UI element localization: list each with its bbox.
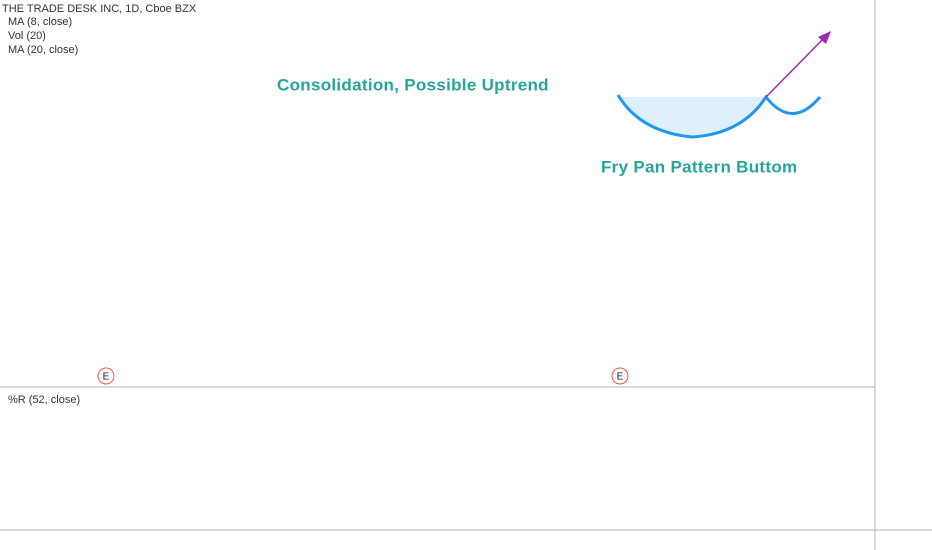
earnings-marker[interactable] [97,367,115,385]
annotation: Consolidation, Possible Uptrend [277,75,549,94]
legend-entry: MA (8, close) [8,16,72,28]
legend-entry: Vol (20) [8,30,46,42]
forecast-arrow [765,35,827,98]
arrow-head [818,31,831,44]
legend-entry: MA (20, close) [8,44,78,56]
annotation: Fry Pan Pattern Buttom [601,157,797,176]
pan-curve [616,94,822,139]
earnings-label[interactable]: E [617,372,624,383]
price-axis [875,0,932,550]
earnings-marker[interactable] [611,367,629,385]
indicator-title: %R (52, close) [8,394,80,406]
symbol-title: THE TRADE DESK INC, 1D, Cboe BZX [2,3,197,15]
earnings-label[interactable]: E [103,372,110,383]
